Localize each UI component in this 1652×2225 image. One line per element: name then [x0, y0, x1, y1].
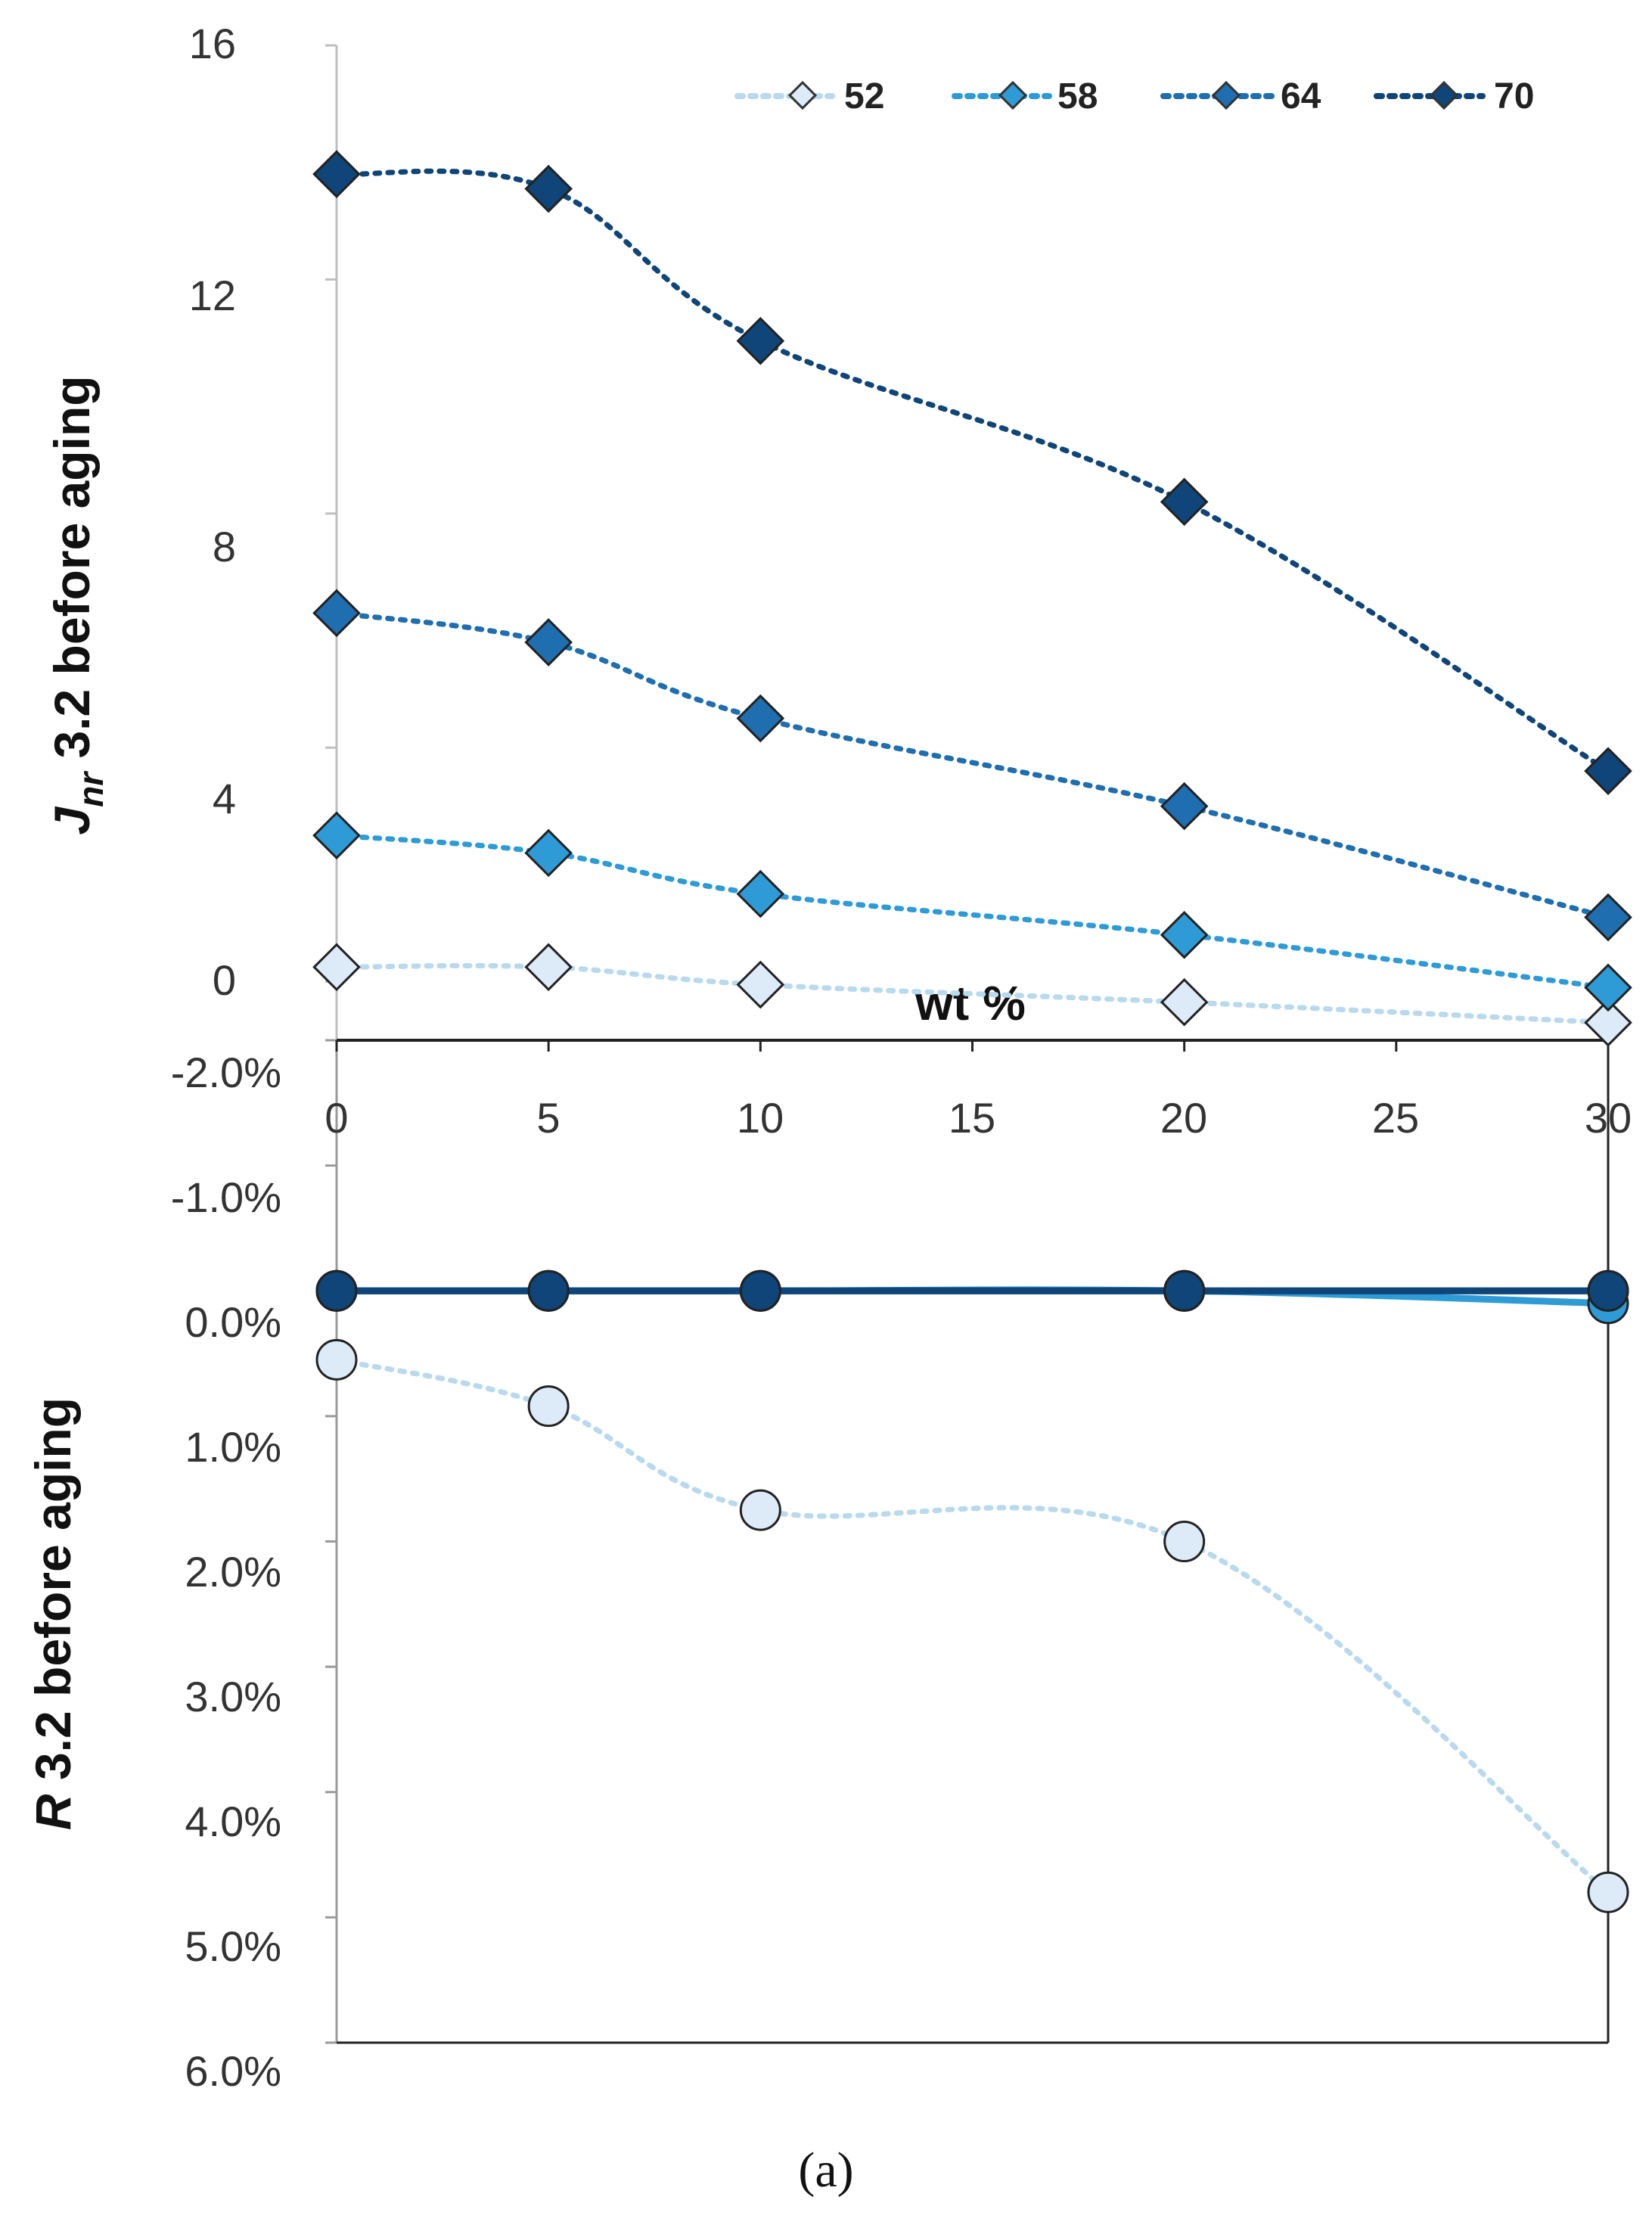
bottom-y-tick-label: 6.0%	[185, 2047, 281, 2095]
legend-marker-64	[1211, 80, 1241, 110]
legend: 52 58 64 70	[734, 76, 1534, 117]
data-point-58	[524, 828, 573, 878]
top-y-tick-label: 16	[189, 20, 236, 67]
data-point-58	[312, 811, 361, 860]
legend-entry-58: 58	[952, 76, 1098, 117]
data-point-70	[739, 1269, 781, 1312]
data-point-70	[312, 150, 361, 198]
x-axis-tick-marks	[335, 1040, 1610, 1052]
legend-marker-58	[998, 80, 1028, 110]
bottom-y-tick-label: -2.0%	[171, 1049, 281, 1096]
bottom-y-tick-label: 5.0%	[185, 1922, 281, 1970]
data-point-52	[312, 943, 361, 992]
x-tick-labels: 0 5 10 15 20 25 30	[324, 1094, 1632, 1142]
x-tick-label: 0	[324, 1094, 348, 1142]
x-tick-label: 20	[1160, 1094, 1207, 1142]
top-panel-series	[312, 150, 1632, 1047]
data-point-58	[1160, 910, 1209, 959]
bottom-y-tick-label: 3.0%	[185, 1673, 281, 1720]
legend-entry-52: 52	[734, 76, 884, 117]
series-line-64	[334, 610, 1611, 921]
bottom-y-tick-label: 2.0%	[185, 1548, 281, 1596]
top-y-tick-label: 4	[213, 775, 236, 822]
data-point-64	[1160, 782, 1209, 831]
bottom-y-tick-label: 1.0%	[185, 1423, 281, 1471]
top-y-tick-labels: 16 12 8 4 0	[189, 20, 236, 1004]
legend-label-70: 70	[1494, 76, 1534, 117]
bottom-y-axis-label: R 3.2 before aging	[25, 1397, 81, 1830]
bottom-y-axis-label-text: 3.2 before aging	[25, 1397, 81, 1794]
data-point-52	[1160, 977, 1209, 1027]
series-line-52	[334, 962, 1611, 1026]
legend-label-58: 58	[1057, 76, 1098, 117]
series-line-52	[334, 1356, 1611, 1895]
legend-entry-70: 70	[1374, 76, 1534, 117]
data-point-58	[1584, 963, 1632, 1012]
data-point-52	[527, 1385, 570, 1428]
data-point-52	[1163, 1521, 1206, 1562]
top-y-axis-label-subscript: nr	[71, 771, 110, 807]
x-axis-label: wt %	[914, 976, 1026, 1030]
data-point-52	[524, 943, 573, 992]
bottom-y-axis-label-symbol: R	[25, 1794, 81, 1830]
data-point-52	[315, 1338, 358, 1381]
data-point-52	[1584, 998, 1632, 1047]
data-point-64	[312, 589, 361, 638]
legend-label-64: 64	[1281, 76, 1321, 117]
top-y-tick-label: 0	[213, 956, 236, 1004]
legend-entry-64: 64	[1160, 76, 1321, 117]
data-point-52	[1587, 1871, 1629, 1913]
data-point-70	[527, 1269, 570, 1312]
data-point-70	[524, 164, 573, 213]
data-point-70	[1587, 1269, 1629, 1312]
data-point-58	[736, 869, 785, 918]
x-tick-label: 25	[1372, 1094, 1419, 1142]
figure-caption: (a)	[798, 2143, 853, 2198]
bottom-y-tick-label: -1.0%	[171, 1173, 281, 1221]
x-tick-label: 15	[949, 1094, 995, 1142]
legend-label-52: 52	[844, 76, 884, 117]
x-tick-label: 10	[737, 1094, 784, 1142]
data-point-70	[736, 316, 785, 365]
bottom-y-tick-labels: -2.0% -1.0% 0.0% 1.0% 2.0% 3.0% 4.0% 5.0…	[171, 1049, 281, 2095]
top-y-axis-label: Jnr 3.2 before aging	[44, 375, 110, 834]
bottom-panel-gridlines	[325, 1039, 337, 2044]
data-point-70	[1584, 747, 1632, 795]
x-tick-label: 30	[1585, 1094, 1632, 1142]
x-tick-label: 5	[536, 1094, 560, 1142]
data-point-64	[524, 618, 573, 667]
data-point-70	[1163, 1269, 1206, 1312]
data-point-52	[736, 960, 785, 1009]
top-y-axis-label-symbol: J	[44, 806, 100, 835]
top-y-axis-label-text: 3.2 before aging	[44, 375, 100, 772]
data-point-52	[739, 1489, 781, 1531]
data-point-64	[1584, 893, 1632, 942]
legend-marker-52	[787, 80, 818, 110]
top-y-tick-label: 12	[189, 272, 236, 319]
top-y-tick-label: 8	[213, 523, 236, 570]
bottom-y-tick-label: 4.0%	[185, 1798, 281, 1845]
bottom-y-tick-label: 0.0%	[185, 1298, 281, 1346]
data-point-70	[1160, 477, 1209, 527]
data-point-70	[315, 1269, 358, 1312]
data-point-64	[736, 694, 785, 743]
series-line-70	[334, 168, 1611, 774]
series-line-58	[334, 832, 1611, 990]
legend-marker-70	[1429, 80, 1459, 110]
bottom-panel-series	[315, 1269, 1629, 1913]
